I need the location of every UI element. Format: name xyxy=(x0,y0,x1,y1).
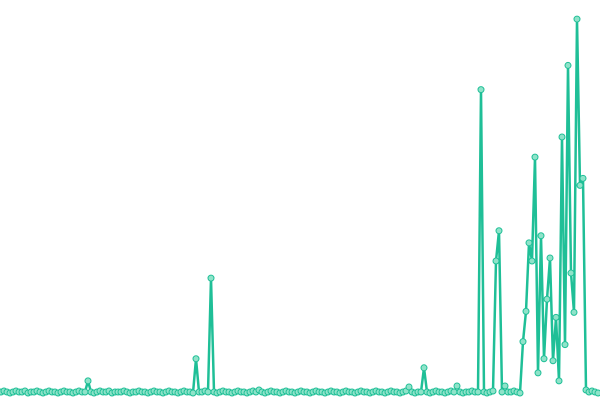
point-marker xyxy=(540,355,548,363)
point-marker xyxy=(525,239,533,247)
point-marker xyxy=(549,357,557,365)
point-marker xyxy=(576,181,584,189)
point-marker xyxy=(522,307,530,315)
point-marker xyxy=(501,382,509,390)
point-marker xyxy=(561,341,569,349)
point-marker xyxy=(567,269,575,277)
point-marker xyxy=(543,295,551,303)
point-marker xyxy=(537,232,545,240)
point-marker xyxy=(519,338,527,346)
point-marker xyxy=(570,308,578,316)
point-marker xyxy=(573,15,581,23)
point-marker xyxy=(531,153,539,161)
point-marker xyxy=(555,377,563,385)
point-marker xyxy=(492,257,500,265)
point-marker xyxy=(477,86,485,94)
point-marker xyxy=(192,355,200,363)
point-marker xyxy=(516,389,524,397)
point-marker xyxy=(534,369,542,377)
point-marker xyxy=(498,388,506,396)
point-marker xyxy=(420,364,428,372)
point-marker xyxy=(546,254,554,262)
point-marker xyxy=(594,389,600,397)
point-marker xyxy=(189,389,197,397)
point-marker xyxy=(207,274,215,282)
point-marker xyxy=(84,377,92,385)
point-marker xyxy=(450,388,458,396)
point-marker xyxy=(489,387,497,395)
point-marker xyxy=(579,174,587,182)
point-marker xyxy=(558,133,566,141)
series-line xyxy=(0,17,599,395)
point-marker xyxy=(495,227,503,235)
point-marker xyxy=(564,61,572,69)
point-marker xyxy=(474,388,482,396)
point-marker xyxy=(81,388,89,396)
point-marker xyxy=(552,313,560,321)
point-marker xyxy=(204,388,212,396)
point-marker xyxy=(405,383,413,391)
point-marker xyxy=(417,388,425,396)
point-marker xyxy=(453,382,461,390)
point-marker xyxy=(528,257,536,265)
